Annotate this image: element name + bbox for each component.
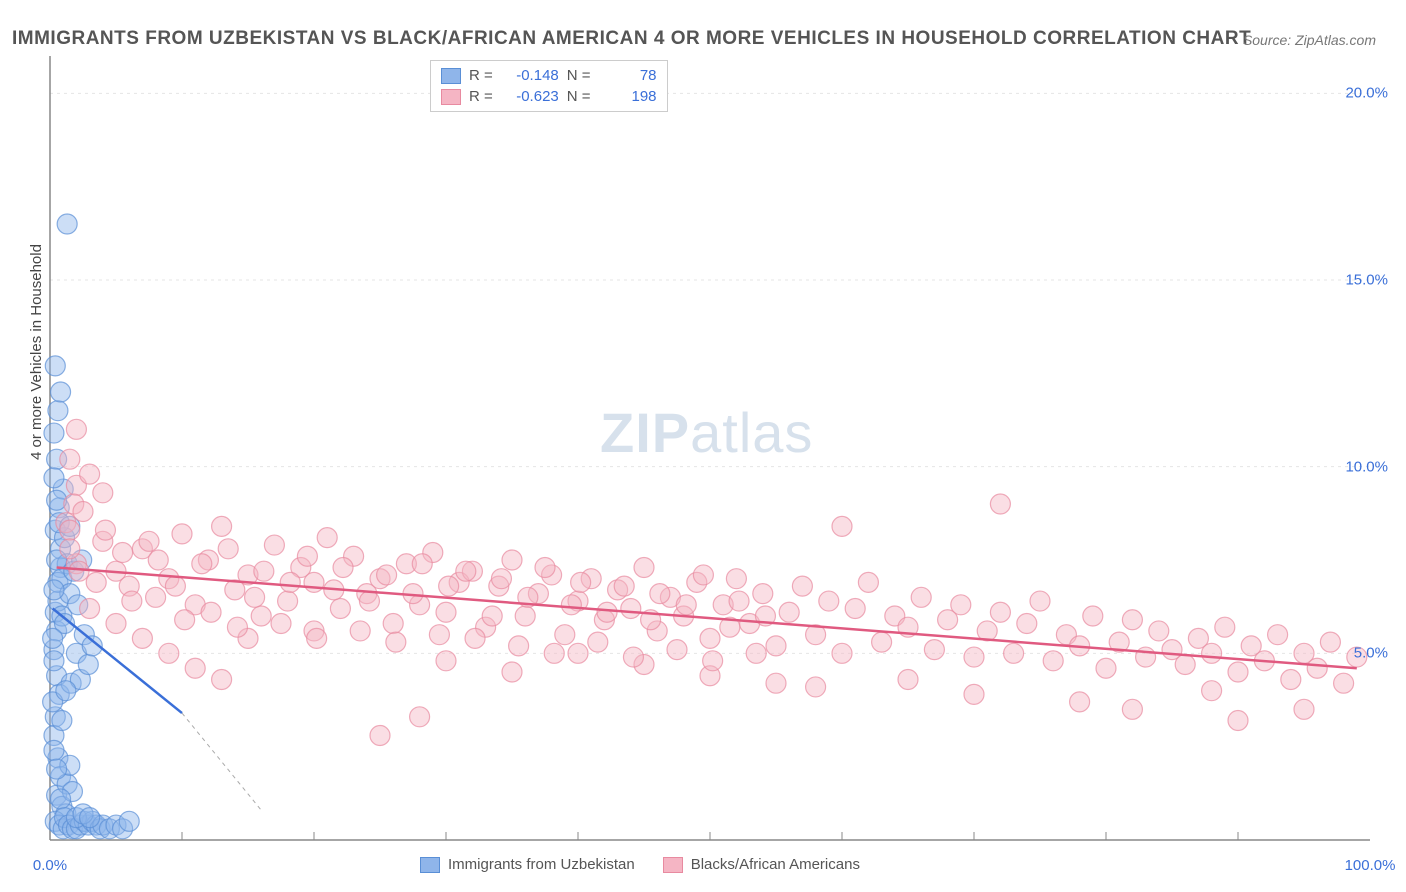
r-label: R = [469,88,493,105]
y-tick-label: 15.0% [1345,272,1388,289]
legend-item-2: Blacks/African Americans [663,856,860,873]
r-value-2: -0.623 [501,88,559,105]
legend-row-series1: R = -0.148 N = 78 [441,65,657,86]
correlation-legend: R = -0.148 N = 78 R = -0.623 N = 198 [430,60,668,112]
y-tick-label: 20.0% [1345,85,1388,102]
chart-container: IMMIGRANTS FROM UZBEKISTAN VS BLACK/AFRI… [0,0,1406,892]
n-value-1: 78 [599,67,657,84]
y-axis-label: 4 or more Vehicles in Household [28,244,45,460]
n-value-2: 198 [599,88,657,105]
legend-label-1: Immigrants from Uzbekistan [448,856,635,873]
legend-swatch-icon [663,857,683,873]
legend-swatch-1 [441,68,461,84]
y-tick-label: 10.0% [1345,458,1388,475]
scatter-chart [0,0,1406,892]
y-tick-label: 5.0% [1354,645,1388,662]
n-label: N = [567,67,591,84]
legend-item-1: Immigrants from Uzbekistan [420,856,635,873]
x-tick-label: 0.0% [33,857,67,874]
legend-label-2: Blacks/African Americans [691,856,860,873]
legend-row-series2: R = -0.623 N = 198 [441,86,657,107]
x-tick-label: 100.0% [1345,857,1396,874]
series-legend: Immigrants from Uzbekistan Blacks/Africa… [420,856,860,873]
legend-swatch-2 [441,89,461,105]
r-label: R = [469,67,493,84]
n-label: N = [567,88,591,105]
legend-swatch-icon [420,857,440,873]
r-value-1: -0.148 [501,67,559,84]
